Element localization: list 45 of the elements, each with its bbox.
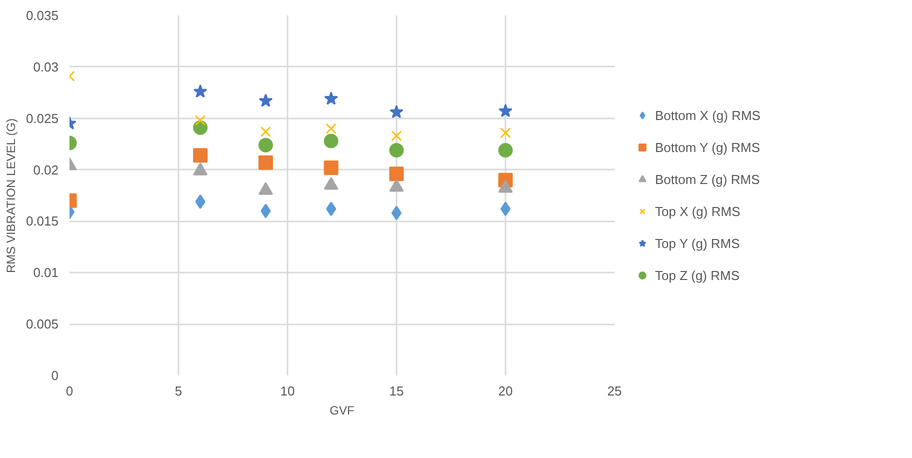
y-tick-label: 0.005	[26, 316, 59, 332]
point	[324, 134, 338, 148]
point	[258, 138, 273, 152]
point	[391, 206, 402, 220]
y-tick-label: 0.01	[33, 265, 59, 280]
point	[389, 166, 404, 182]
point	[195, 194, 206, 209]
point	[390, 104, 404, 118]
point	[326, 202, 336, 216]
point	[500, 127, 511, 138]
point	[324, 92, 338, 105]
point	[260, 126, 272, 138]
point	[498, 104, 512, 118]
x-tick-label: 0	[66, 384, 74, 398]
point	[500, 202, 511, 216]
point	[193, 84, 208, 98]
point	[498, 143, 513, 158]
point	[258, 94, 273, 107]
legend-label: Top Y (g) RMS	[655, 236, 740, 250]
y-axis-title: RMS VIBRATION LEVEL (G)	[4, 118, 18, 274]
point	[391, 130, 402, 142]
point	[326, 123, 336, 134]
point	[389, 143, 404, 158]
point	[194, 115, 206, 126]
legend-label: Top X (g) RMS	[655, 204, 740, 218]
point	[260, 204, 271, 218]
y-tick-label: 0	[51, 368, 59, 383]
legend-label: Top Z (g) RMS	[655, 268, 740, 282]
x-tick-label: 15	[389, 384, 404, 398]
y-tick-label: 0.03	[33, 59, 59, 74]
x-axis-title: GVF	[330, 404, 354, 418]
point	[193, 148, 208, 163]
x-tick-label: 20	[498, 384, 513, 398]
point	[324, 160, 338, 175]
y-tick-label: 0.025	[26, 110, 59, 126]
x-tick-label: 5	[174, 384, 182, 398]
y-tick-label: 0.015	[26, 214, 59, 229]
point	[258, 155, 273, 170]
x-tick-label: 25	[607, 384, 622, 398]
x-tick-label: 10	[280, 384, 295, 398]
legend-label: Bottom Y (g) RMS	[655, 140, 760, 154]
legend-label: Bottom Z (g) RMS	[655, 172, 760, 186]
y-tick-label: 0.035	[26, 8, 59, 23]
y-tick-label: 0.02	[33, 162, 59, 178]
legend-label: Bottom X (g) RMS	[655, 108, 760, 122]
